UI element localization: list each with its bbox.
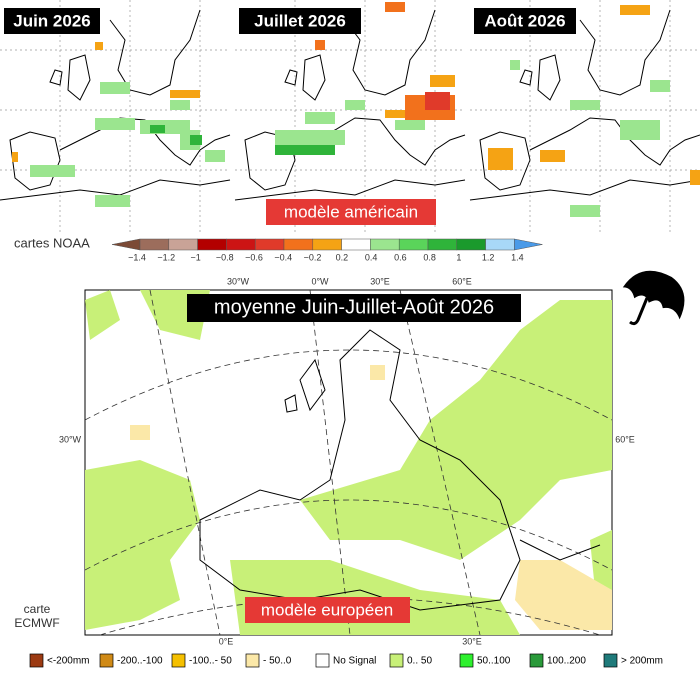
legend-swatch (315, 653, 330, 668)
colorbar-tick: −1.2 (157, 252, 175, 262)
legend-swatch (459, 653, 474, 668)
legend-label: No Signal (333, 656, 376, 667)
colorbar-tick: 1.2 (482, 252, 495, 262)
lon-label: 30°W (59, 434, 82, 444)
colorbar-swatch (398, 238, 429, 251)
colorbar-tick: 1.4 (511, 252, 524, 262)
model-label: modèle européen (261, 600, 393, 619)
colorbar-swatch (456, 238, 486, 251)
colorbar-swatch (168, 238, 198, 251)
colorbar-tick: −0.8 (216, 252, 234, 262)
colorbar-tick: 1 (456, 252, 461, 262)
map-title: Août 2026 (484, 11, 565, 30)
legend-label: - 50..0 (263, 656, 292, 667)
lon-label: 0°E (219, 636, 234, 646)
title-box (4, 8, 100, 34)
umbrella-icon (622, 270, 685, 326)
colorbar-tick: 0.6 (394, 252, 407, 262)
colorbar-swatch (139, 238, 170, 251)
colorbar-swatch (427, 238, 458, 251)
colorbar-swatch (341, 238, 371, 251)
lon-label: 60°E (615, 434, 635, 444)
lon-label: 30°E (370, 276, 390, 286)
ecmwf-title: moyenne Juin-Juillet-Août 2026 (214, 296, 494, 318)
colorbar-swatch (254, 238, 285, 251)
legend-label: 0.. 50 (407, 656, 432, 667)
colorbar-swatch (226, 238, 256, 251)
legend-label: > 200mm (621, 656, 663, 667)
ecmwf-map (84, 289, 613, 636)
legend-label: 50..100 (477, 656, 511, 667)
colorbar-tick: −0.4 (274, 252, 292, 262)
legend-label: <-200mm (47, 656, 90, 667)
colorbar-swatch (197, 238, 227, 251)
colorbar-swatch (283, 238, 314, 251)
legend-swatch (529, 653, 544, 668)
colorbar-tick: −1.4 (128, 252, 146, 262)
lon-label: 60°E (452, 276, 472, 286)
colorbar-swatch (485, 238, 515, 251)
model-label-box (266, 199, 436, 225)
legend-label: -100..- 50 (189, 656, 232, 667)
colorbar-swatch (312, 238, 342, 251)
colorbar-end (514, 238, 543, 251)
colorbar-swatch (370, 238, 400, 251)
source-label: cartes NOAA (14, 235, 90, 250)
legend-swatch (603, 653, 618, 668)
legend-swatch (171, 653, 186, 668)
colorbar-tick: 0.4 (365, 252, 378, 262)
legend-label: -200..-100 (117, 656, 163, 667)
legend-swatch (389, 653, 404, 668)
colorbar-tick: −0.6 (245, 252, 263, 262)
legend-swatch (29, 653, 44, 668)
lon-label: 30°E (462, 636, 482, 646)
legend-swatch (245, 653, 260, 668)
legend: <-200mm -200..-100 -100..- 50 - 50..0 No Sig… (29, 653, 663, 668)
colorbar-tick: 0.8 (423, 252, 436, 262)
legend-label: 100..200 (547, 656, 586, 667)
colorbar-tick: −1 (190, 252, 200, 262)
colorbar-tick: −0.2 (304, 252, 322, 262)
legend-swatch (99, 653, 114, 668)
map-august (469, 0, 700, 234)
model-label: modèle américain (284, 202, 418, 221)
lon-label: 30°W (227, 276, 250, 286)
source-label: carte ECMWF (14, 602, 60, 630)
colorbar-tick: 0.2 (336, 252, 349, 262)
lon-label: 0°W (311, 276, 329, 286)
map-title: Juillet 2026 (254, 11, 346, 30)
colorbar: −1.4 −1.2 −1 −0.8 −0.6 −0.4 −0.2 0.2 0.4 0.6 0.8 1 1… (111, 238, 543, 262)
map-title: Juin 2026 (13, 11, 91, 30)
colorbar-end (111, 238, 141, 251)
